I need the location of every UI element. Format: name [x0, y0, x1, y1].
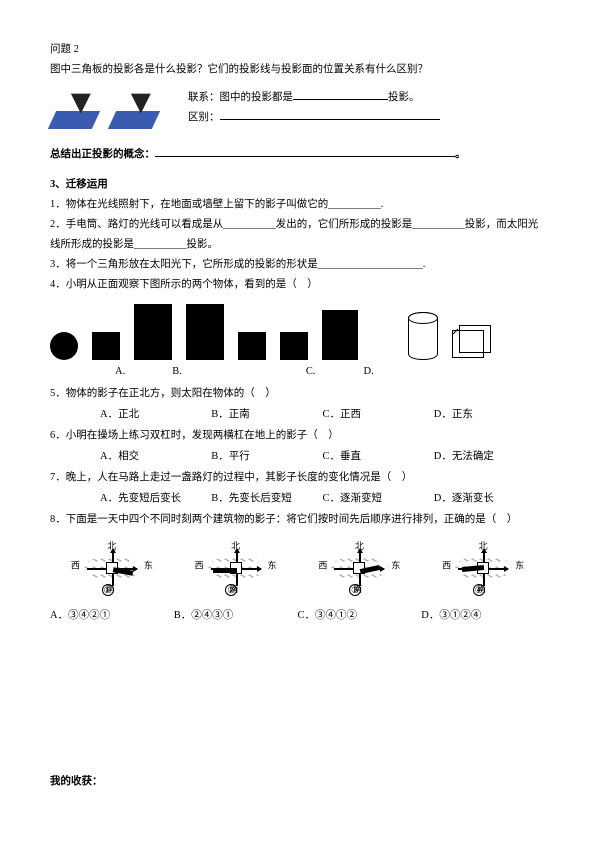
compass-1: 北 南 西 东 ①: [69, 538, 155, 598]
section-3-heading: 3、迁移运用: [50, 175, 545, 195]
shape-rect-3: [322, 310, 358, 360]
q7-opt-b[interactable]: B．先变长后变短: [211, 489, 322, 509]
q8-opt-b[interactable]: B．②④③①: [174, 606, 298, 626]
shapes-figure: [50, 304, 545, 360]
shape-cube: [452, 330, 484, 358]
relation-line[interactable]: 联系：图中的投影都是 投影。: [188, 88, 440, 108]
q5-stem: 5．物体的影子在正北方，则太阳在物体的（ ）: [50, 384, 545, 404]
relation-label: 联系：图中的投影都是: [188, 92, 293, 103]
shape-square-1: [92, 332, 120, 360]
label-d: D.: [364, 362, 374, 382]
label-b: B.: [172, 362, 182, 382]
triangle-projection-figure: ▼ ▼ 联系：图中的投影都是 投影。 区别：: [50, 88, 545, 133]
q5-opt-c[interactable]: C．正西: [323, 405, 434, 425]
q7-opt-a[interactable]: A．先变短后变长: [50, 489, 211, 509]
shape-circle: [50, 332, 78, 360]
summary-blank[interactable]: [155, 145, 455, 157]
shape-rect-2: [186, 304, 224, 360]
q8-stem: 8．下面是一天中四个不同时刻两个建筑物的影子：将它们按时间先后顺序进行排列，正确…: [50, 510, 545, 530]
q5-opt-a[interactable]: A．正北: [50, 405, 211, 425]
q8-options[interactable]: A．③④②① B．②④③① C．③④①② D．③①②④: [50, 606, 545, 626]
relation-blank[interactable]: [293, 88, 388, 100]
difference-label: 区别：: [188, 112, 220, 123]
projection-fig-2: ▼: [110, 88, 160, 133]
q7-stem: 7．晚上，人在马路上走过一盏路灯的过程中，其影子长度的变化情况是（ ）: [50, 468, 545, 488]
shape-square-3: [280, 332, 308, 360]
q6-opt-b[interactable]: B．平行: [211, 447, 322, 467]
q8-opt-a[interactable]: A．③④②①: [50, 606, 174, 626]
abcd-labels-row: A. B. C. D.: [50, 362, 545, 382]
question-2-title: 问题 2: [50, 40, 545, 60]
item-3: 3．将一个三角形放在太阳光下，它所形成的投影的形状是______________…: [50, 255, 545, 275]
summary-label: 总结出正投影的概念：: [50, 149, 155, 160]
question-2-text: 图中三角板的投影各是什么投影？它们的投影线与投影面的位置关系有什么区别？: [50, 60, 545, 80]
q6-opt-c[interactable]: C．垂直: [323, 447, 434, 467]
q6-opt-a[interactable]: A．相交: [50, 447, 211, 467]
shape-cylinder: [408, 312, 438, 360]
compass-figure-row: 北 南 西 东 ① 北 南 西 东 ② 北 南 西 东 ③ 北 南 西 东 ④: [50, 538, 545, 598]
relation-suffix: 投影。: [388, 92, 420, 103]
item-4: 4．小明从正面观察下图所示的两个物体，看到的是（ ）: [50, 275, 545, 295]
compass-2: 北 南 西 东 ②: [193, 538, 279, 598]
item-2: 2．手电筒、路灯的光线可以看成是从__________发出的，它们所形成的投影是…: [50, 215, 545, 255]
q6-options[interactable]: A．相交 B．平行 C．垂直 D．无法确定: [50, 447, 545, 467]
q6-opt-d[interactable]: D．无法确定: [434, 447, 545, 467]
q5-opt-d[interactable]: D．正东: [434, 405, 545, 425]
q5-options[interactable]: A．正北 B．正南 C．正西 D．正东: [50, 405, 545, 425]
q6-stem: 6．小明在操场上练习双杠时，发现两横杠在地上的影子（ ）: [50, 426, 545, 446]
shape-square-2: [238, 332, 266, 360]
summary-line[interactable]: 总结出正投影的概念：。: [50, 145, 545, 165]
compass-4: 北 南 西 东 ④: [440, 538, 526, 598]
difference-line[interactable]: 区别：: [188, 108, 440, 128]
compass-3: 北 南 西 东 ③: [316, 538, 402, 598]
q7-opt-c[interactable]: C．逐渐变短: [323, 489, 434, 509]
item-1: 1．物体在光线照射下，在地面或墙壁上留下的影子叫做它的__________.: [50, 195, 545, 215]
q8-opt-c[interactable]: C．③④①②: [298, 606, 422, 626]
q7-opt-d[interactable]: D．逐渐变长: [434, 489, 545, 509]
q8-opt-d[interactable]: D．③①②④: [421, 606, 545, 626]
projection-fig-1: ▼: [50, 88, 100, 133]
label-c: C.: [306, 362, 316, 382]
my-gains-heading: 我的收获：: [50, 772, 103, 792]
difference-blank[interactable]: [220, 108, 440, 120]
q7-options[interactable]: A．先变短后变长 B．先变长后变短 C．逐渐变短 D．逐渐变长: [50, 489, 545, 509]
shape-rect-1: [134, 304, 172, 360]
q5-opt-b[interactable]: B．正南: [211, 405, 322, 425]
label-a: A.: [115, 362, 125, 382]
